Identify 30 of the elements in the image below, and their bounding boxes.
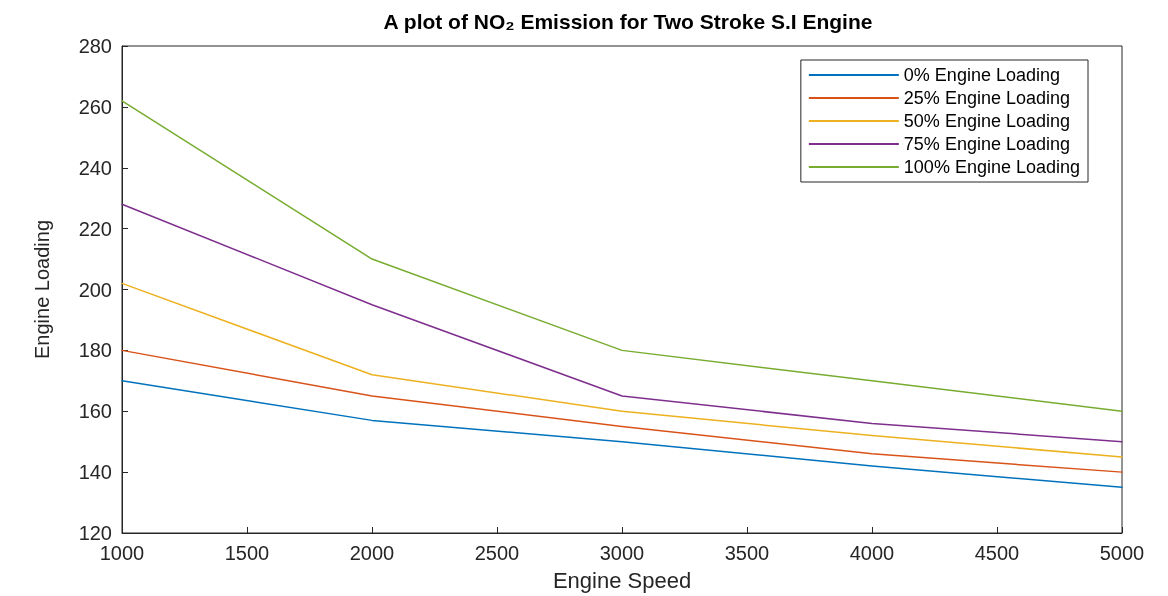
line-series: [121, 203, 1123, 443]
line-series: [121, 349, 1123, 473]
x-tick-label: 4000: [849, 542, 895, 564]
y-tick-label: 120: [78, 522, 112, 544]
line-series: [121, 380, 1123, 489]
line-series: [121, 282, 1123, 458]
chart-title: A plot of NO₂ Emission for Two Stroke S.I Engine: [383, 10, 873, 33]
legend-label: 50% Engine Loading: [903, 111, 1070, 131]
y-tick-label: 160: [78, 400, 112, 423]
x-axis-title: Engine Speed: [552, 567, 692, 593]
y-tick-label: 280: [78, 35, 112, 57]
legend-label: 75% Engine Loading: [903, 134, 1070, 154]
x-tick-label: 2000: [349, 542, 395, 564]
x-tick-label: 5000: [1099, 542, 1145, 564]
y-tick-label: 260: [78, 95, 112, 118]
y-tick-label: 240: [78, 156, 112, 179]
y-tick-label: 220: [78, 217, 112, 240]
y-tick-label: 200: [78, 278, 112, 301]
x-tick-label: 3000: [599, 542, 645, 564]
legend-label: 100% Engine Loading: [903, 157, 1081, 177]
x-tick-label: 1500: [224, 542, 270, 564]
y-tick-label: 180: [78, 339, 112, 362]
x-tick-label: 3500: [724, 542, 770, 564]
x-tick-label: 2500: [474, 542, 520, 564]
x-tick-label: 4500: [974, 542, 1020, 564]
y-axis-title: Engine Loading: [31, 219, 53, 360]
legend-label: 0% Engine Loading: [903, 65, 1060, 85]
y-tick-label: 140: [78, 461, 112, 484]
legend-label: 25% Engine Loading: [903, 88, 1070, 108]
x-tick-label: 1000: [99, 542, 145, 564]
